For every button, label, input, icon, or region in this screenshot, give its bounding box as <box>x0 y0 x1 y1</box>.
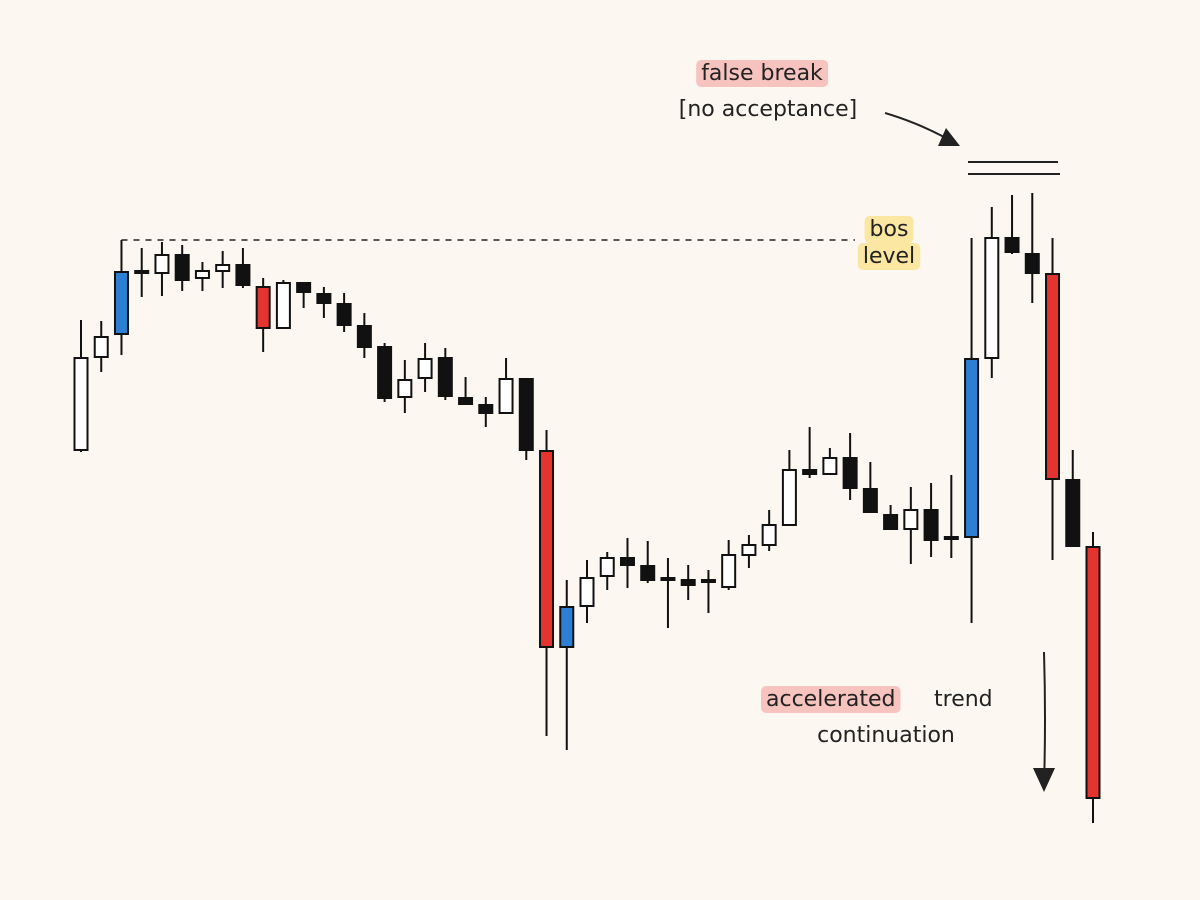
candle-body <box>660 577 676 581</box>
annotation: trend <box>934 687 993 712</box>
candle-body <box>134 270 150 274</box>
highlight <box>857 243 921 270</box>
annotation: bos <box>870 217 909 242</box>
candle-body <box>518 378 534 451</box>
candle-body <box>154 254 170 274</box>
candle-body <box>964 358 980 538</box>
annotation: accelerated <box>766 687 896 712</box>
candle-body <box>417 358 433 379</box>
candle-body <box>802 469 818 475</box>
candle-body <box>741 544 757 556</box>
highlight <box>696 60 829 87</box>
candle-body <box>943 536 959 540</box>
candle-body <box>458 397 474 405</box>
candle-body <box>539 450 555 648</box>
candle-body <box>316 293 332 304</box>
candle-body <box>1004 237 1020 253</box>
highlight <box>864 216 914 243</box>
candle-body <box>174 254 190 281</box>
candle-body <box>1085 546 1101 799</box>
candle-body <box>579 577 595 607</box>
candle-body <box>680 579 696 586</box>
candle-body <box>73 357 89 451</box>
arrow <box>1043 651 1046 786</box>
candle-body <box>397 379 413 398</box>
candle-body <box>822 457 838 475</box>
arrow-head <box>938 128 960 146</box>
candle-body <box>842 457 858 489</box>
candles <box>73 193 1101 823</box>
candle-body <box>984 237 1000 359</box>
annotation: level <box>863 244 915 269</box>
candle-body <box>721 554 737 588</box>
candle-body <box>903 509 919 530</box>
candle-body <box>194 270 210 279</box>
annotation: false break <box>701 61 823 86</box>
candle-body <box>883 514 899 530</box>
candle-body <box>559 606 575 648</box>
candle-body <box>1045 273 1061 480</box>
arrow-head <box>1033 768 1055 792</box>
candle-body <box>862 488 878 513</box>
candle-body <box>296 282 312 293</box>
candle-body <box>437 357 453 397</box>
candle-body <box>113 271 129 335</box>
candle-body <box>93 336 109 358</box>
candle-body <box>377 346 393 399</box>
candle-body <box>700 579 716 583</box>
candle-body <box>336 303 352 326</box>
candle-body <box>356 325 372 348</box>
candle-body <box>235 264 251 286</box>
candle-body <box>1065 479 1081 547</box>
candle-body <box>255 286 271 329</box>
candle-body <box>275 282 291 329</box>
highlight <box>761 686 901 713</box>
candle-body <box>619 557 635 566</box>
candle-body <box>640 565 656 581</box>
annotation: [no acceptance] <box>679 97 857 122</box>
annotation: continuation <box>817 723 955 748</box>
candle-body <box>1024 253 1040 274</box>
candle-body <box>215 264 231 272</box>
candle-body <box>498 378 514 414</box>
candle-body <box>781 469 797 526</box>
candle-body <box>761 524 777 546</box>
candle-body <box>599 557 615 577</box>
candle-body <box>923 509 939 541</box>
candle-body <box>478 404 494 414</box>
highlights <box>696 60 921 713</box>
